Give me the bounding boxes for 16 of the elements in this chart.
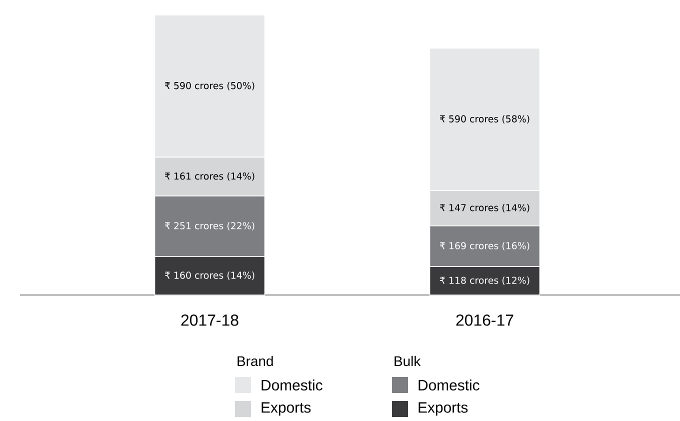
- data-label: ₹ 590 crores (58%): [440, 115, 530, 124]
- legend-label: Domestic: [262, 380, 322, 390]
- data-label: ₹ 161 crores (14%): [164, 172, 254, 181]
- legend-label: Domestic: [418, 380, 480, 390]
- text: Brand: [238, 356, 273, 366]
- x-tick-label: 2016-17: [456, 314, 514, 326]
- data-label: ₹ 147 crores (14%): [440, 204, 530, 212]
- legend-label: Exports: [418, 402, 468, 416]
- legend-label: Exports: [262, 402, 311, 416]
- text: Bulk: [394, 356, 421, 366]
- data-label: ₹ 590 crores (50%): [164, 82, 254, 90]
- data-label: ₹ 169 crores (16%): [440, 242, 530, 250]
- data-label: ₹ 251 crores (22%): [164, 222, 254, 230]
- data-label: ₹ 118 crores (12%): [440, 276, 530, 285]
- x-tick-label: 2017-18: [181, 314, 238, 326]
- data-label: ₹ 160 crores (14%): [164, 272, 254, 280]
